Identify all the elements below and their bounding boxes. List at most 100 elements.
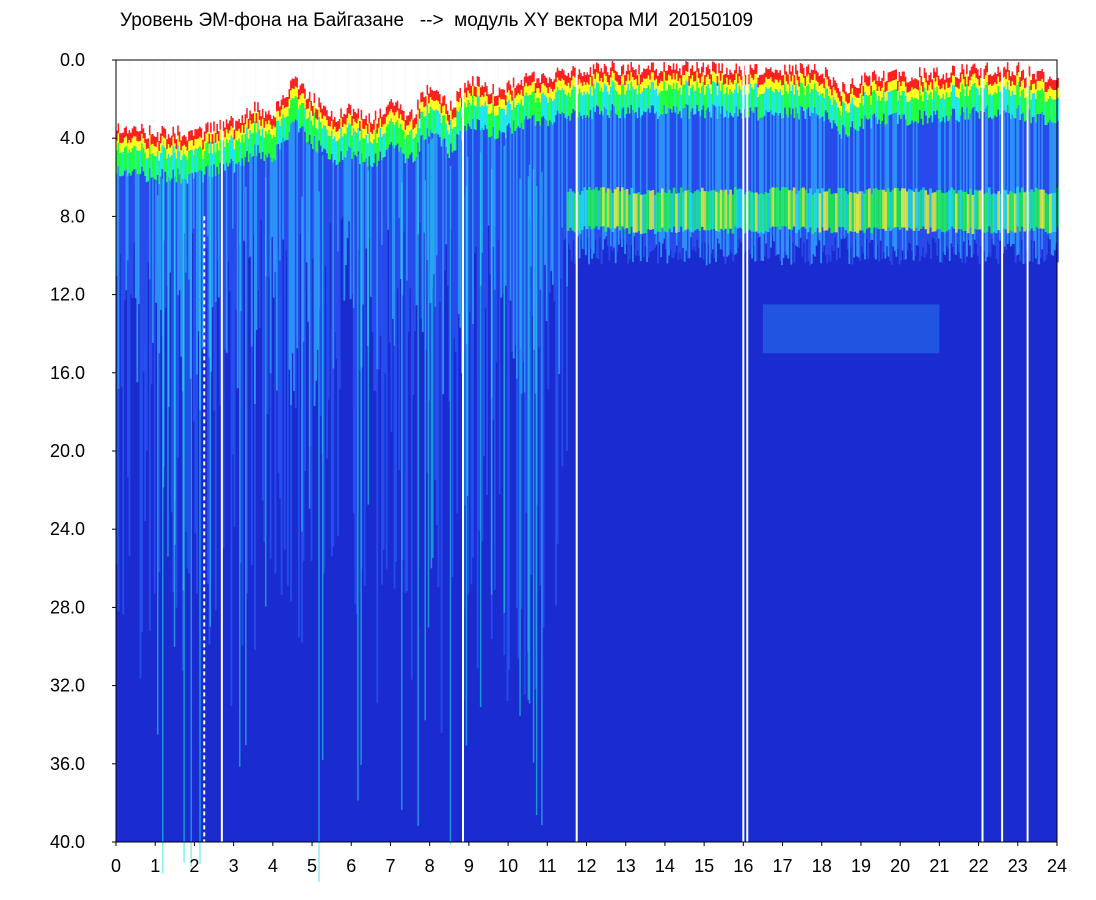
heatmap-cell <box>732 60 735 75</box>
heatmap-cell <box>895 60 898 70</box>
heatmap-cell <box>793 94 796 119</box>
heatmap-cell <box>388 111 391 122</box>
heatmap-cell <box>275 111 278 122</box>
heatmap-cell <box>774 60 777 70</box>
heatmap-cell <box>1057 97 1059 122</box>
heatmap-cell <box>355 123 358 134</box>
heatmap-cell <box>846 93 849 104</box>
heatmap-cell <box>239 165 242 312</box>
heatmap-cell <box>326 120 329 130</box>
heatmap-cell <box>631 60 634 68</box>
band-cell <box>670 193 674 233</box>
heatmap-cell <box>599 60 601 72</box>
heatmap-cell <box>738 60 741 67</box>
heatmap-cell <box>1039 90 1042 115</box>
heatmap-cell <box>964 76 967 87</box>
heatmap-cell <box>457 135 460 315</box>
heatmap-column <box>285 60 288 251</box>
heatmap-cell <box>337 164 340 252</box>
heatmap-column <box>235 60 238 309</box>
heatmap-column <box>810 60 813 264</box>
heatmap-cell <box>451 119 454 130</box>
heatmap-cell <box>611 80 614 105</box>
heatmap-cell <box>290 405 292 602</box>
band-cell <box>588 187 591 227</box>
heatmap-cell <box>997 76 1000 87</box>
heatmap-cell <box>937 75 940 86</box>
heatmap-column <box>696 60 699 240</box>
heatmap-cell <box>793 84 796 95</box>
heatmap-cell <box>589 60 592 68</box>
heatmap-cell <box>299 60 302 86</box>
heatmap-cell <box>751 87 754 112</box>
heatmap-cell <box>856 107 859 131</box>
heatmap-column <box>453 60 456 339</box>
heatmap-cell <box>773 72 775 83</box>
heatmap-cell <box>348 60 350 104</box>
heatmap-cell <box>225 162 228 353</box>
heatmap-cell <box>763 82 766 93</box>
heatmap-cell <box>530 60 532 76</box>
heatmap-cell <box>807 60 810 65</box>
heatmap-cell <box>923 111 926 258</box>
heatmap-cell <box>570 113 573 262</box>
heatmap-cell <box>622 84 625 108</box>
heatmap-cell <box>884 101 887 126</box>
heatmap-cell <box>986 72 989 83</box>
heatmap-cell <box>677 90 680 115</box>
heatmap-cell <box>330 120 333 131</box>
heatmap-cell <box>668 107 670 256</box>
band-cell <box>637 192 641 232</box>
heatmap-column <box>708 60 711 264</box>
heatmap-cell <box>134 60 137 127</box>
heatmap-cell <box>1009 86 1012 96</box>
heatmap-cell <box>562 70 565 81</box>
heatmap-cell <box>139 130 142 141</box>
heatmap-cell <box>983 88 986 113</box>
heatmap-column <box>332 60 335 547</box>
heatmap-cell <box>170 60 173 136</box>
heatmap-cell <box>239 132 242 143</box>
heatmap-cell <box>584 60 587 75</box>
heatmap-cell <box>192 178 195 229</box>
x-tick-label: 3 <box>229 856 239 876</box>
heatmap-column <box>304 60 307 472</box>
band-cell <box>900 188 904 228</box>
heatmap-column <box>1014 60 1017 263</box>
heatmap-cell <box>191 139 194 150</box>
heatmap-column <box>435 60 438 525</box>
heatmap-cell <box>713 82 716 106</box>
heatmap-cell <box>834 100 837 124</box>
heatmap-cell <box>424 96 427 107</box>
heatmap-cell <box>762 74 765 85</box>
heatmap-cell <box>354 407 357 605</box>
heatmap-column <box>705 60 708 266</box>
heatmap-cell <box>283 60 286 99</box>
heatmap-cell <box>854 96 857 107</box>
heatmap-column <box>365 60 368 249</box>
heatmap-column <box>291 60 294 354</box>
heatmap-cell <box>197 138 200 149</box>
heatmap-cell <box>840 60 843 97</box>
heatmap-cell <box>804 85 807 96</box>
heatmap-cell <box>1008 113 1011 242</box>
heatmap-column <box>928 60 931 245</box>
heatmap-cell <box>159 60 162 134</box>
heatmap-cell <box>526 96 529 120</box>
heatmap-cell <box>878 96 881 120</box>
band-cell <box>764 192 768 232</box>
heatmap-cell <box>370 60 372 123</box>
heatmap-cell <box>694 71 697 82</box>
heatmap-cell <box>1017 72 1020 82</box>
heatmap-cell <box>1044 82 1047 92</box>
heatmap-column <box>222 60 225 549</box>
heatmap-cell <box>795 74 797 85</box>
heatmap-cell <box>144 176 147 348</box>
heatmap-cell <box>141 143 143 167</box>
heatmap-column <box>399 60 402 280</box>
heatmap-cell <box>821 116 824 252</box>
heatmap-cell <box>914 88 917 98</box>
heatmap-cell <box>258 60 261 111</box>
heatmap-cell <box>912 89 915 100</box>
heatmap-cell <box>599 114 601 238</box>
